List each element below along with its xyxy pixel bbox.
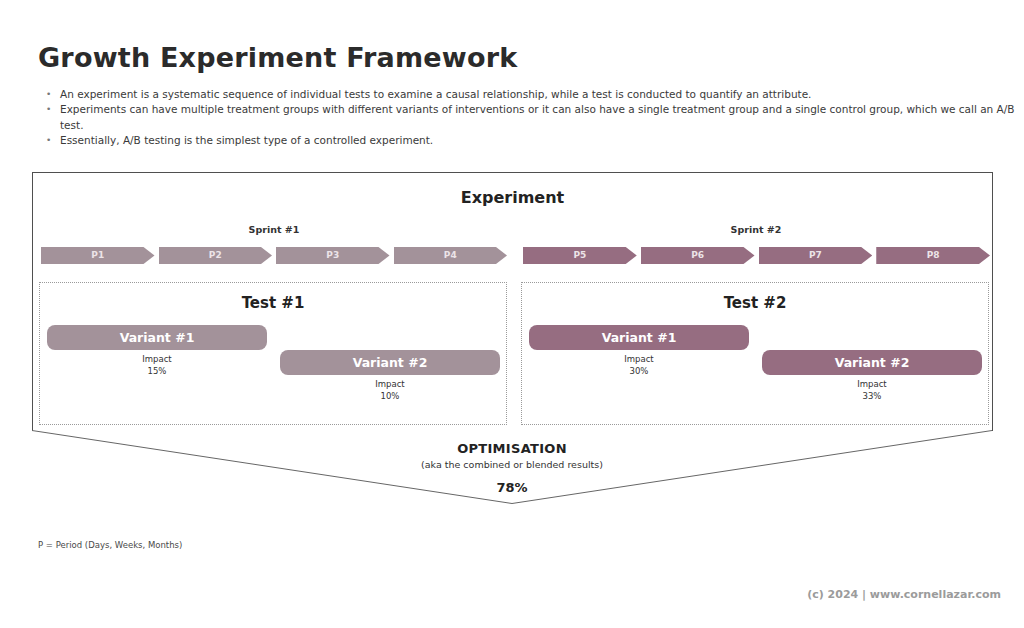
- footnote: P = Period (Days, Weeks, Months): [38, 540, 182, 550]
- test2-variant1-impact: Impact 30%: [529, 354, 749, 377]
- test1-variant1: Variant #1: [47, 325, 267, 350]
- optimisation-subtitle: (aka the combined or blended results): [0, 459, 1024, 470]
- impact-label: Impact: [47, 354, 267, 366]
- bullet-item: An experiment is a systematic sequence o…: [46, 87, 1024, 102]
- bullet-item: Essentially, A/B testing is the simplest…: [46, 133, 1024, 148]
- sprint1-arrow-row: P1 P2 P3 P4: [41, 247, 507, 264]
- sprint2-label: Sprint #2: [523, 224, 989, 235]
- sprint1-label: Sprint #1: [41, 224, 507, 235]
- test1-title: Test #1: [40, 294, 506, 312]
- experiment-box: Experiment Sprint #1 Sprint #2 P1 P2 P3 …: [32, 172, 993, 431]
- intro-bullets: An experiment is a systematic sequence o…: [46, 87, 1024, 148]
- period-arrow-p4: P4: [394, 247, 508, 264]
- impact-label: Impact: [529, 354, 749, 366]
- copyright: (c) 2024 | www.cornellazar.com: [807, 588, 1001, 601]
- impact-value: 30%: [529, 366, 749, 378]
- period-arrow-p1: P1: [41, 247, 155, 264]
- impact-value: 15%: [47, 366, 267, 378]
- slide: Growth Experiment Framework An experimen…: [0, 0, 1024, 628]
- bullet-item: Experiments can have multiple treatment …: [46, 102, 1024, 133]
- experiment-title: Experiment: [33, 188, 992, 207]
- test2-box: Test #2 Variant #1 Impact 30% Variant #2…: [521, 282, 989, 425]
- period-arrow-p6: P6: [641, 247, 755, 264]
- period-arrow-p3: P3: [276, 247, 390, 264]
- impact-value: 33%: [762, 391, 982, 403]
- test2-title: Test #2: [522, 294, 988, 312]
- test1-variant1-impact: Impact 15%: [47, 354, 267, 377]
- impact-label: Impact: [762, 379, 982, 391]
- test2-variant2-impact: Impact 33%: [762, 379, 982, 402]
- optimisation-value: 78%: [0, 480, 1024, 495]
- period-arrow-p2: P2: [159, 247, 273, 264]
- page-title: Growth Experiment Framework: [38, 42, 517, 73]
- test2-variant1: Variant #1: [529, 325, 749, 350]
- test1-variant2: Variant #2: [280, 350, 500, 375]
- impact-label: Impact: [280, 379, 500, 391]
- period-arrow-p7: P7: [759, 247, 873, 264]
- optimisation-title: OPTIMISATION: [0, 441, 1024, 456]
- period-arrow-p5: P5: [523, 247, 637, 264]
- impact-value: 10%: [280, 391, 500, 403]
- period-arrow-p8: P8: [876, 247, 990, 264]
- test1-variant2-impact: Impact 10%: [280, 379, 500, 402]
- test2-variant2: Variant #2: [762, 350, 982, 375]
- test1-box: Test #1 Variant #1 Impact 15% Variant #2…: [39, 282, 507, 425]
- optimisation-block: OPTIMISATION (aka the combined or blende…: [0, 441, 1024, 495]
- sprint2-arrow-row: P5 P6 P7 P8: [523, 247, 990, 264]
